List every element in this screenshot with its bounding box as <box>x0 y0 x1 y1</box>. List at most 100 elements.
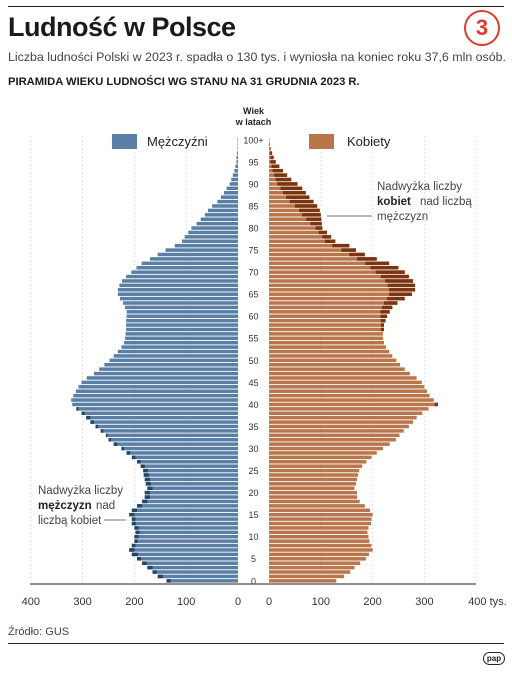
female-bar <box>269 460 367 464</box>
male-excess-bar <box>131 543 136 548</box>
female-bar <box>269 208 320 213</box>
female-bar <box>269 385 425 389</box>
male-bar <box>141 261 238 266</box>
male-bar <box>126 314 238 318</box>
male-excess-bar <box>129 548 135 552</box>
female-bar <box>269 310 390 314</box>
male-bar <box>121 446 238 451</box>
female-bar <box>269 398 434 402</box>
female-bar <box>269 561 361 565</box>
top-rule <box>8 6 504 7</box>
female-bar <box>269 283 416 288</box>
female-excess-bar <box>324 239 336 244</box>
female-excess-bar <box>275 177 292 182</box>
female-bar <box>269 345 387 349</box>
female-excess-bar <box>289 199 314 204</box>
x-tick-label-right: 100 <box>312 596 330 608</box>
male-excess-bar <box>152 570 157 574</box>
male-bar <box>188 230 238 235</box>
male-bar <box>121 345 238 349</box>
female-bar <box>269 473 359 477</box>
male-bar <box>131 455 238 460</box>
age-tick-label: 15 <box>248 510 258 520</box>
male-bar <box>144 495 238 499</box>
female-bar <box>269 371 410 376</box>
female-bar <box>269 138 270 142</box>
female-excess-bar <box>381 305 393 310</box>
age-axis-label: Wiek <box>243 106 265 116</box>
female-bar <box>269 420 414 424</box>
male-bar <box>75 389 238 393</box>
annotation-female-excess-line3: mężczyzn <box>377 211 428 223</box>
male-bar <box>109 358 238 363</box>
chart-title: PIRAMIDA WIEKU LUDNOŚCI WG STANU NA 31 G… <box>8 76 360 88</box>
female-excess-bar <box>280 186 303 191</box>
male-bar <box>235 164 238 169</box>
female-bar <box>269 482 357 486</box>
male-bar <box>131 270 238 274</box>
female-bar <box>269 301 398 305</box>
male-bar <box>72 402 239 407</box>
male-excess-bar <box>142 561 147 565</box>
female-bar <box>269 270 405 274</box>
female-bar <box>269 393 430 398</box>
female-bar <box>269 526 369 530</box>
male-bar <box>134 526 238 530</box>
age-tick-label: 35 <box>248 422 258 432</box>
pap-logo: pap <box>483 652 505 665</box>
female-excess-bar <box>299 208 320 213</box>
male-bar <box>220 195 238 199</box>
female-excess-bar <box>274 173 288 177</box>
female-bar <box>269 323 384 327</box>
age-tick-label: 20 <box>248 488 258 498</box>
age-tick-label: 45 <box>248 378 258 388</box>
age-tick-label: 90 <box>248 179 258 189</box>
male-bar <box>119 283 238 288</box>
age-tick-label: 60 <box>248 312 258 322</box>
male-bar <box>108 437 238 442</box>
male-bar <box>200 217 238 221</box>
female-bar <box>269 504 365 508</box>
male-bar <box>142 499 238 504</box>
female-bar <box>269 389 427 393</box>
female-bar <box>269 411 423 416</box>
male-excess-bar <box>131 552 139 557</box>
page-title: Ludność w Polsce <box>8 12 236 42</box>
female-excess-bar <box>370 265 399 270</box>
male-bar <box>123 301 238 305</box>
female-bar <box>269 570 351 574</box>
female-bar <box>269 455 372 460</box>
male-bar <box>121 279 238 283</box>
female-bar <box>269 534 369 539</box>
legend-swatch-female <box>309 134 334 149</box>
age-axis-label: w latach <box>235 117 272 127</box>
male-bar <box>144 477 238 482</box>
age-tick-label: 85 <box>248 201 258 211</box>
male-excess-bar <box>134 539 138 543</box>
female-excess-bar <box>318 230 328 235</box>
male-bar <box>147 486 238 490</box>
female-bar <box>269 261 390 266</box>
male-excess-bar <box>100 429 104 433</box>
female-bar <box>269 363 401 367</box>
female-bar <box>269 226 323 230</box>
male-bar <box>224 191 238 195</box>
female-excess-bar <box>387 283 416 288</box>
male-bar <box>117 292 238 296</box>
female-bar <box>269 552 369 557</box>
female-bar <box>269 557 366 561</box>
male-excess-bar <box>142 499 148 504</box>
female-excess-bar <box>286 195 310 199</box>
male-bar <box>81 411 239 416</box>
legend-swatch-male <box>112 134 137 149</box>
male-bar <box>113 442 238 446</box>
female-excess-bar <box>380 318 386 323</box>
age-tick-label: 30 <box>248 444 258 454</box>
female-bar <box>269 407 429 411</box>
male-bar <box>125 332 238 336</box>
female-bar <box>269 265 399 270</box>
female-bar <box>269 296 405 301</box>
male-bar <box>117 349 238 354</box>
x-tick-label-right: 200 <box>363 596 381 608</box>
bottom-rule <box>8 643 504 644</box>
